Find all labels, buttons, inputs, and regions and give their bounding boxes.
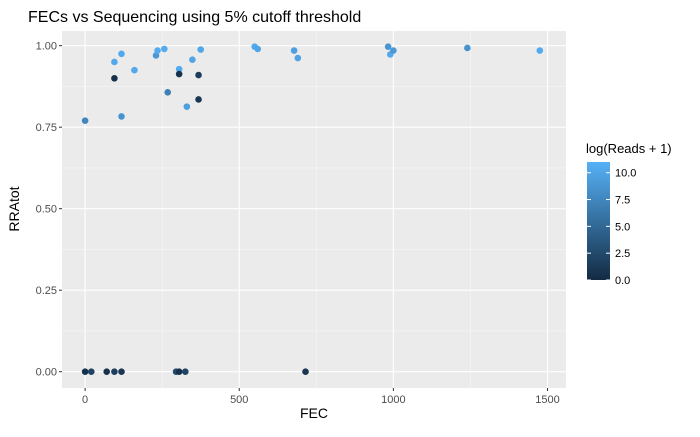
legend-ticks: 0.0 2.5 5.0 7.5 10.0	[587, 168, 636, 287]
data-point	[118, 113, 125, 120]
data-point	[161, 45, 168, 53]
x-axis-label: FEC	[300, 405, 328, 421]
data-point	[536, 47, 544, 54]
data-point	[182, 368, 189, 375]
data-point	[175, 70, 183, 78]
x-axis-ticks: 0 500 1000 1500	[82, 388, 560, 406]
data-point	[290, 47, 298, 54]
data-point	[175, 65, 183, 73]
x-tick-label: 1000	[381, 394, 405, 406]
plot-panel	[62, 31, 566, 388]
major-gridlines	[62, 31, 566, 388]
y-axis-ticks: 0.00 0.25 0.50 0.75 1.00	[36, 41, 62, 379]
legend-tick-label: 10.0	[615, 168, 636, 180]
data-point	[103, 368, 110, 375]
data-point	[111, 58, 118, 66]
y-axis-label: RRAtot	[6, 186, 22, 231]
legend-title: log(Reads + 1)	[586, 141, 672, 156]
data-point	[81, 368, 89, 375]
x-tick-label: 0	[82, 394, 88, 406]
color-legend: log(Reads + 1) 0.0 2.5 5.0 7.5 10.0	[586, 141, 672, 287]
data-point	[154, 47, 161, 54]
legend-tick-label: 5.0	[615, 221, 630, 233]
data-point	[111, 368, 118, 375]
data-point	[118, 50, 125, 58]
y-tick-label: 0.25	[36, 285, 57, 297]
data-point	[195, 71, 202, 79]
x-tick-label: 500	[230, 394, 248, 406]
data-point	[111, 74, 118, 82]
data-point	[294, 54, 302, 62]
minor-gridlines	[62, 31, 566, 388]
data-point	[464, 44, 471, 52]
data-point	[384, 43, 392, 50]
data-point	[197, 46, 205, 53]
data-point	[189, 56, 196, 63]
legend-tick-label: 0.0	[615, 275, 630, 287]
data-point	[302, 368, 309, 375]
y-tick-label: 0.00	[36, 367, 57, 379]
x-tick-label: 1500	[535, 394, 559, 406]
chart-title: FECs vs Sequencing using 5% cutoff thres…	[28, 9, 361, 26]
legend-tick-label: 7.5	[615, 195, 630, 207]
data-points	[81, 43, 544, 375]
data-point	[390, 47, 397, 54]
data-point	[81, 117, 89, 124]
legend-tick-label: 2.5	[615, 248, 630, 260]
data-point	[164, 88, 172, 96]
y-tick-label: 0.75	[36, 122, 57, 134]
data-point	[131, 66, 138, 74]
data-point	[175, 368, 183, 375]
data-point	[118, 368, 125, 375]
data-point	[195, 96, 202, 103]
data-point	[183, 103, 191, 110]
y-tick-label: 0.50	[36, 204, 57, 216]
y-tick-label: 1.00	[36, 41, 57, 53]
data-point	[87, 368, 95, 375]
legend-colorbar	[587, 162, 610, 280]
data-point	[254, 45, 262, 53]
